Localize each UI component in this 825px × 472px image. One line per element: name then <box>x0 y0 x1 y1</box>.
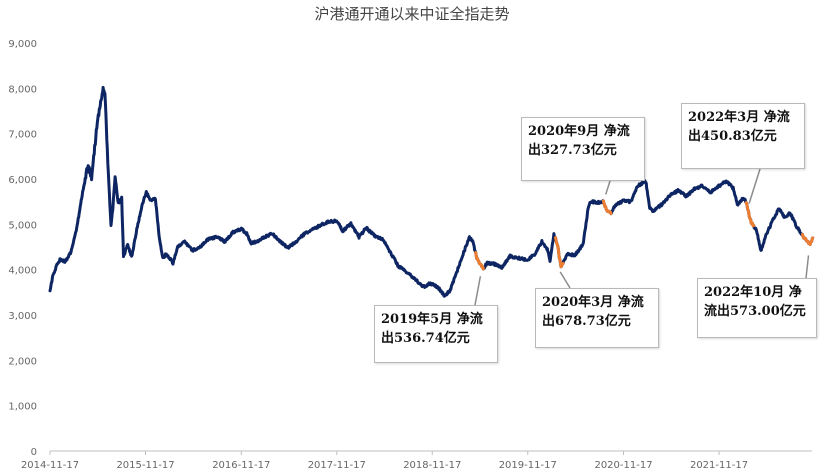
annotation-text: 2019年5月 净流出536.74亿元 <box>381 312 483 346</box>
annotation-callout: 2020年9月 净流出327.73亿元 <box>521 117 645 181</box>
x-tick-label: 2018-11-17 <box>403 460 461 471</box>
highlight-segments <box>474 199 815 271</box>
x-tick-label: 2019-11-17 <box>499 460 557 471</box>
x-tick-label: 2021-11-17 <box>690 460 748 471</box>
annotation-text: 2022年10月 净流出573.00亿元 <box>704 285 806 319</box>
y-tick-label: 9,000 <box>8 39 37 50</box>
annotation-callout: 2019年5月 净流出536.74亿元 <box>374 305 498 363</box>
highlight-segment <box>744 201 756 228</box>
chart-title: 沪港通开通以来中证全指走势 <box>314 5 509 23</box>
y-tick-label: 6,000 <box>8 175 37 186</box>
annotation-leader-line <box>748 168 761 204</box>
annotation-leaders <box>474 168 810 306</box>
y-tick-label: 3,000 <box>8 311 37 322</box>
annotation-leader-line <box>559 271 571 289</box>
x-axis: 2014-11-17 2015-11-17 2016-11-17 2017-11-17… <box>21 451 748 471</box>
highlight-segment <box>801 232 815 246</box>
x-tick-label: 2016-11-17 <box>212 460 270 471</box>
y-tick-label: 7,000 <box>8 130 37 141</box>
y-tick-label: 2,000 <box>8 356 37 367</box>
y-tick-label: 8,000 <box>8 84 37 95</box>
highlight-segment <box>474 251 485 271</box>
annotation-leader-line <box>605 180 611 195</box>
annotation-text: 2020年9月 净流出327.73亿元 <box>528 124 630 158</box>
x-tick-label: 2020-11-17 <box>594 460 652 471</box>
annotation-text: 2020年3月 净流出678.73亿元 <box>542 295 644 329</box>
series-line-index <box>48 85 815 298</box>
x-tick-label: 2015-11-17 <box>116 460 174 471</box>
y-axis: 0 1,000 2,000 3,000 4,000 5,000 6,000 7,000 8,00… <box>8 39 37 458</box>
annotation-callout: 2020年3月 净流出678.73亿元 <box>535 288 659 348</box>
x-tick-label: 2017-11-17 <box>308 460 366 471</box>
annotation-callout: 2022年10月 净流出573.00亿元 <box>697 278 817 338</box>
annotation-leader-line <box>474 276 482 306</box>
x-tick-label: 2014-11-17 <box>21 460 79 471</box>
annotation-text: 2022年3月 净流出450.83亿元 <box>688 110 790 144</box>
y-tick-label: 5,000 <box>8 220 37 231</box>
highlight-segment <box>601 199 613 216</box>
highlight-segment <box>554 236 565 269</box>
annotation-leader-line <box>805 255 810 279</box>
y-tick-label: 1,000 <box>8 402 37 413</box>
y-tick-label: 0 <box>31 447 37 458</box>
y-tick-label: 4,000 <box>8 266 37 277</box>
annotation-callout: 2022年3月 净流出450.83亿元 <box>681 103 805 169</box>
